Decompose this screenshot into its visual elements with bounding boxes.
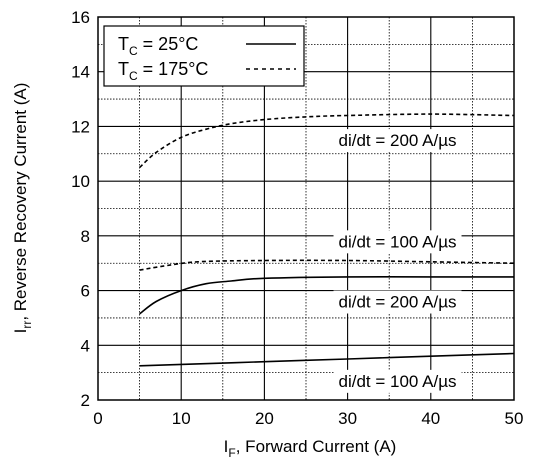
tick-labels: 0 10 20 30 40 50 2 4 6 8 10 12 14 16 [71,8,523,428]
series-group [139,113,515,367]
x-tick-label: 10 [172,409,191,428]
x-axis-label: IF, Forward Current (A) [224,437,397,460]
x-tick-label: 20 [255,409,274,428]
y-tick-label: 6 [81,282,90,301]
plot-area-frame [97,16,515,401]
y-tick-label: 4 [81,336,90,355]
annotation-background [333,129,462,153]
legend-label-1: TC = 175°C [118,59,208,83]
x-tick-label: 30 [338,409,357,428]
series-line-1 [139,259,515,271]
y-tick-label: 10 [71,172,90,191]
x-tick-label: 40 [421,409,440,428]
series-line-3 [139,352,515,367]
annotation-background [333,230,462,254]
series-line-0 [139,113,515,169]
x-tick-label: 0 [93,409,102,428]
x-tick-label: 50 [505,409,524,428]
legend: TC = 25°C TC = 175°C [103,25,305,87]
y-tick-label: 12 [71,117,90,136]
curve-annotation-3: di/dt = 100 A/µs [339,372,457,391]
curve-annotation-0: di/dt = 200 A/µs [339,131,457,150]
legend-label-0: TC = 25°C [118,34,198,58]
annotation-background [333,290,462,314]
y-axis-label: Irr, Reverse Recovery Current (A) [11,83,34,334]
y-tick-label: 14 [71,63,90,82]
y-tick-label: 16 [71,8,90,27]
legend-box [103,25,305,87]
series-line-2 [139,276,514,315]
y-tick-label: 2 [81,391,90,410]
y-tick-label: 8 [81,227,90,246]
annotation-group: di/dt = 200 A/µs di/dt = 100 A/µs di/dt = … [333,129,462,393]
curve-annotation-1: di/dt = 100 A/µs [339,232,457,251]
annotation-background [333,369,462,393]
curve-annotation-2: di/dt = 200 A/µs [339,293,457,312]
